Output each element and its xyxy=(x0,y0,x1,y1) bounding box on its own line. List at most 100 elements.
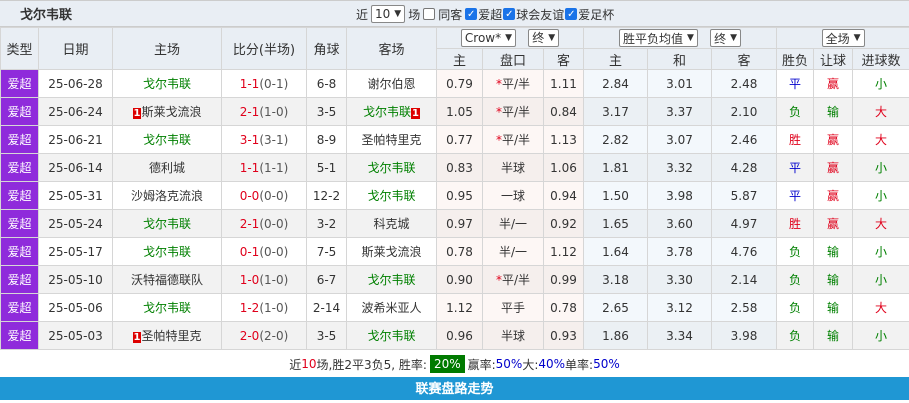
full-score: 2-1 xyxy=(240,105,260,119)
table-row: 爱超 25-05-10 沃特福德联队 1-0(1-0) 6-7 戈尔韦联 0.9… xyxy=(1,266,909,294)
league-type[interactable]: 爱超 xyxy=(1,126,39,154)
ah-line-value: 半/一 xyxy=(499,217,527,231)
score[interactable]: 2-1(0-0) xyxy=(222,210,307,238)
x-home-odds: 1.65 xyxy=(584,210,648,238)
scope-header: 全场▼ xyxy=(777,28,909,49)
ah-away-odds: 0.94 xyxy=(544,182,584,210)
away-team-name[interactable]: 戈尔韦联 xyxy=(363,105,411,119)
col-goals: 进球数 xyxy=(853,49,909,70)
score[interactable]: 0-0(0-0) xyxy=(222,182,307,210)
match-date: 25-05-10 xyxy=(39,266,113,294)
handicap-result: 输 xyxy=(814,98,853,126)
col-handicap: 让球 xyxy=(814,49,853,70)
table-row: 爱超 25-06-14 德利城 1-1(1-1) 5-1 戈尔韦联 0.83 半… xyxy=(1,154,909,182)
team-title: 戈尔韦联 xyxy=(20,4,72,23)
score[interactable]: 1-2(1-0) xyxy=(222,294,307,322)
away-team: 斯莱戈流浪 xyxy=(347,238,437,266)
odds-phase-select[interactable]: 终▼ xyxy=(528,29,559,47)
home-team-name[interactable]: 圣帕特里克 xyxy=(141,329,201,343)
away-team-name[interactable]: 圣帕特里克 xyxy=(361,133,421,147)
home-team-name[interactable]: 沙姆洛克流浪 xyxy=(131,189,203,203)
score[interactable]: 1-0(1-0) xyxy=(222,266,307,294)
home-team: 戈尔韦联 xyxy=(113,210,222,238)
goals-result: 大 xyxy=(853,126,909,154)
col-x-home: 主 xyxy=(584,49,648,70)
filter-label: 爱超 xyxy=(478,6,502,23)
away-team-name[interactable]: 戈尔韦联 xyxy=(367,329,415,343)
home-team-name[interactable]: 沃特福德联队 xyxy=(131,273,203,287)
chevron-down-icon: ▼ xyxy=(687,33,694,43)
home-team-name[interactable]: 戈尔韦联 xyxy=(143,133,191,147)
score[interactable]: 1-1(0-1) xyxy=(222,70,307,98)
league-type[interactable]: 爱超 xyxy=(1,294,39,322)
match-count-select[interactable]: 10▼ xyxy=(371,5,405,23)
league-trend-tab[interactable]: 联赛盘路走势 xyxy=(0,377,909,400)
avg-value: 胜平负均值 xyxy=(623,30,683,47)
handicap-result: 输 xyxy=(814,266,853,294)
away-team-name[interactable]: 波希米亚人 xyxy=(361,301,421,315)
x-home-odds: 2.84 xyxy=(584,70,648,98)
filter-checkbox[interactable]: ✓ xyxy=(503,8,515,20)
league-type[interactable]: 爱超 xyxy=(1,210,39,238)
home-team: 沙姆洛克流浪 xyxy=(113,182,222,210)
league-type[interactable]: 爱超 xyxy=(1,238,39,266)
half-score: (2-0) xyxy=(259,329,288,343)
home-team-name[interactable]: 戈尔韦联 xyxy=(143,301,191,315)
league-type[interactable]: 爱超 xyxy=(1,266,39,294)
avg-select[interactable]: 胜平负均值 ▼ xyxy=(619,29,698,47)
result: 平 xyxy=(777,154,814,182)
col-home: 主场 xyxy=(113,28,222,70)
home-team-name[interactable]: 斯莱戈流浪 xyxy=(141,105,201,119)
league-type[interactable]: 爱超 xyxy=(1,154,39,182)
x-draw-odds: 3.01 xyxy=(648,70,712,98)
away-team-name[interactable]: 斯莱戈流浪 xyxy=(361,245,421,259)
league-type[interactable]: 爱超 xyxy=(1,322,39,350)
full-score: 3-1 xyxy=(240,133,260,147)
home-team-name[interactable]: 戈尔韦联 xyxy=(143,77,191,91)
chevron-down-icon: ▼ xyxy=(548,33,555,43)
home-team-name[interactable]: 戈尔韦联 xyxy=(143,217,191,231)
match-date: 25-05-31 xyxy=(39,182,113,210)
col-away: 客场 xyxy=(347,28,437,70)
avg-phase-select[interactable]: 终▼ xyxy=(710,29,741,47)
odds-phase-value: 终 xyxy=(532,29,544,46)
ah-line: 平手 xyxy=(483,294,544,322)
filter-checkbox[interactable]: ✓ xyxy=(565,8,577,20)
away-team-name[interactable]: 戈尔韦联 xyxy=(367,161,415,175)
home-team: 戈尔韦联 xyxy=(113,238,222,266)
away-team-name[interactable]: 科克城 xyxy=(373,217,409,231)
home-team-name[interactable]: 德利城 xyxy=(149,161,185,175)
filter-checkbox[interactable]: ✓ xyxy=(465,8,477,20)
score[interactable]: 2-1(1-0) xyxy=(222,98,307,126)
away-team-name[interactable]: 谢尔伯恩 xyxy=(367,77,415,91)
ah-home-odds: 0.97 xyxy=(437,210,483,238)
win-rate-badge: 20% xyxy=(430,355,465,373)
x-home-odds: 1.50 xyxy=(584,182,648,210)
x-draw-odds: 3.07 xyxy=(648,126,712,154)
home-team: 戈尔韦联 xyxy=(113,70,222,98)
avg-phase-value: 终 xyxy=(714,30,726,47)
league-type[interactable]: 爱超 xyxy=(1,98,39,126)
col-x-away: 客 xyxy=(712,49,777,70)
away-team-name[interactable]: 戈尔韦联 xyxy=(367,273,415,287)
half-score: (0-1) xyxy=(259,77,288,91)
ah-home-odds: 0.90 xyxy=(437,266,483,294)
company-select[interactable]: Crow*▼ xyxy=(461,29,516,47)
handicap-result: 赢 xyxy=(814,70,853,98)
away-team-name[interactable]: 戈尔韦联 xyxy=(367,189,415,203)
score[interactable]: 1-1(1-1) xyxy=(222,154,307,182)
score[interactable]: 2-0(2-0) xyxy=(222,322,307,350)
score[interactable]: 3-1(3-1) xyxy=(222,126,307,154)
score[interactable]: 0-1(0-0) xyxy=(222,238,307,266)
full-score: 1-1 xyxy=(240,77,260,91)
x-away-odds: 3.98 xyxy=(712,322,777,350)
col-score: 比分(半场) xyxy=(222,28,307,70)
home-team-name[interactable]: 戈尔韦联 xyxy=(143,245,191,259)
corners: 12-2 xyxy=(307,182,347,210)
scope-select[interactable]: 全场▼ xyxy=(822,29,865,47)
league-type[interactable]: 爱超 xyxy=(1,182,39,210)
league-type[interactable]: 爱超 xyxy=(1,70,39,98)
match-date: 25-05-17 xyxy=(39,238,113,266)
col-x-draw: 和 xyxy=(648,49,712,70)
same-venue-checkbox[interactable] xyxy=(423,8,435,20)
